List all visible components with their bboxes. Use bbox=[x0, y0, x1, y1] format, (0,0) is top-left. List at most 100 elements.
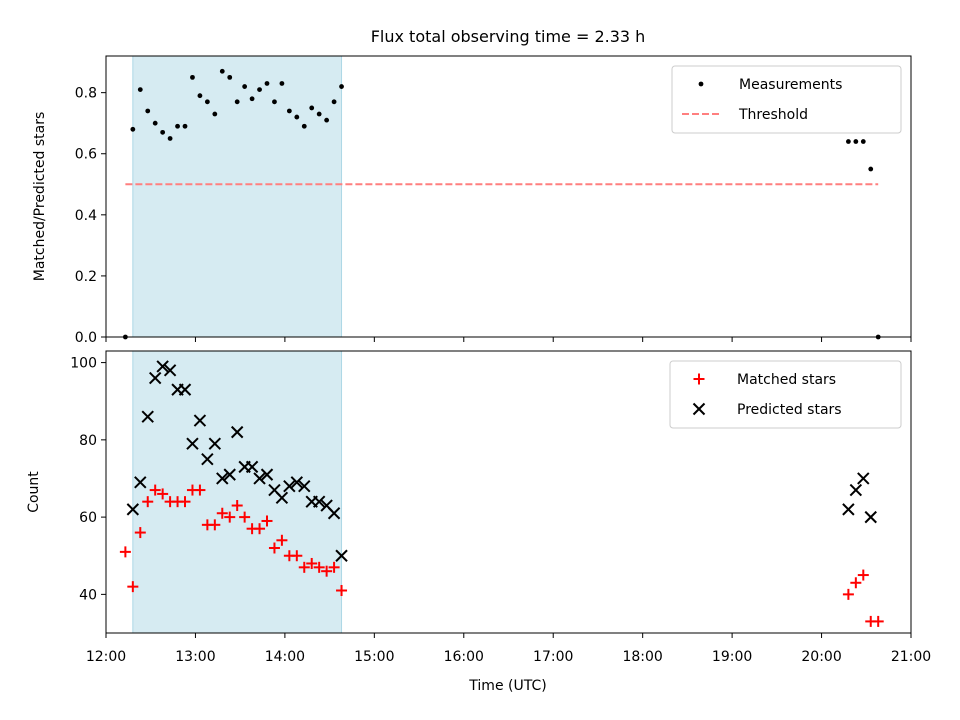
x-tick-label: 20:00 bbox=[801, 649, 841, 665]
matched-star-point bbox=[306, 557, 318, 569]
measurement-point bbox=[324, 117, 330, 123]
x-tick-label: 19:00 bbox=[712, 649, 752, 665]
matched-star-point bbox=[216, 507, 228, 519]
measurement-point bbox=[160, 129, 166, 135]
matched-star-point bbox=[872, 615, 884, 627]
figure-title: Flux total observing time = 2.33 h bbox=[371, 27, 646, 46]
measurement-point bbox=[853, 139, 859, 144]
measurement-point bbox=[137, 87, 143, 92]
measurement-point bbox=[197, 93, 203, 99]
measurement-point bbox=[286, 108, 292, 114]
y-tick-label: 80 bbox=[79, 433, 97, 449]
measurement-point bbox=[175, 123, 180, 129]
matched-star-point bbox=[231, 500, 243, 512]
x-tick-label: 14:00 bbox=[265, 649, 305, 665]
measurement-point bbox=[309, 105, 315, 111]
matched-star-point bbox=[194, 484, 206, 496]
measurement-point bbox=[234, 99, 240, 105]
measurement-point bbox=[339, 84, 344, 89]
matched-star-point bbox=[239, 511, 251, 523]
matched-star-point bbox=[127, 581, 139, 593]
measurement-point bbox=[130, 126, 136, 132]
legend-plus bbox=[693, 373, 705, 385]
predicted-star-point bbox=[216, 472, 229, 485]
predicted-star-point bbox=[283, 479, 296, 493]
measurement-point bbox=[279, 81, 285, 86]
predicted-star-point bbox=[275, 491, 289, 505]
bottom-y-axis-label: Count bbox=[26, 471, 42, 513]
matched-star-point bbox=[149, 484, 161, 496]
matched-star-point bbox=[298, 561, 310, 573]
bottom-y-ticks: 40 60 80 100 bbox=[70, 356, 106, 603]
matched-star-point bbox=[142, 496, 154, 508]
predicted-star-point bbox=[223, 468, 236, 481]
measurement-point bbox=[212, 111, 218, 117]
measurement-point bbox=[294, 114, 300, 120]
predicted-star-point bbox=[312, 495, 326, 508]
predicted-star-point bbox=[134, 476, 147, 489]
y-tick-label: 0.4 bbox=[75, 208, 97, 224]
matched-star-point bbox=[209, 519, 221, 531]
measurement-point bbox=[860, 139, 866, 144]
predicted-star-point bbox=[230, 425, 244, 439]
measurement-point bbox=[145, 108, 151, 114]
y-tick-label: 0.6 bbox=[75, 147, 97, 163]
x-tick-label: 12:00 bbox=[86, 649, 126, 665]
y-tick-label: 100 bbox=[70, 356, 97, 372]
top-y-ticks: 0.0 0.2 0.4 0.6 0.8 bbox=[75, 86, 106, 346]
predicted-star-point bbox=[126, 503, 140, 516]
top-legend: Measurements Threshold bbox=[671, 65, 902, 134]
predicted-star-point bbox=[186, 437, 199, 450]
predicted-star-point bbox=[253, 472, 266, 485]
predicted-star-point bbox=[849, 483, 863, 497]
measurement-point bbox=[219, 68, 225, 74]
bottom-panel: 40 60 80 100 12:00 13:00 14:00 15:00 16:00 17:00… bbox=[26, 350, 931, 694]
legend-measurements-marker bbox=[698, 81, 704, 87]
matched-star-point bbox=[134, 527, 146, 539]
bottom-shaded-span bbox=[132, 350, 343, 634]
legend-predicted-marker bbox=[692, 402, 706, 416]
predicted-star-point bbox=[327, 507, 341, 520]
measurement-point bbox=[264, 81, 270, 86]
y-tick-label: 60 bbox=[79, 510, 97, 526]
predicted-star-point bbox=[201, 452, 214, 466]
measurement-point bbox=[316, 111, 322, 117]
y-tick-label: 0.0 bbox=[75, 330, 97, 346]
legend-matched-label: Matched stars bbox=[737, 372, 836, 388]
legend-predicted-label: Predicted stars bbox=[737, 402, 842, 418]
bottom-axes-frame bbox=[105, 350, 912, 634]
predicted-star-point bbox=[245, 460, 259, 474]
x-tick-label: 15:00 bbox=[354, 649, 394, 665]
predicted-star-point bbox=[193, 414, 207, 427]
legend-matched-marker bbox=[693, 373, 705, 385]
x-tick-label: 13:00 bbox=[175, 649, 215, 665]
matched-star-point bbox=[291, 550, 303, 562]
predicted-star-point bbox=[842, 503, 855, 516]
predicted-star-point bbox=[298, 479, 311, 493]
top-axes-frame bbox=[105, 55, 912, 338]
x-axis-label: Time (UTC) bbox=[468, 678, 546, 694]
bottom-data-marks bbox=[119, 360, 884, 627]
y-tick-label: 0.2 bbox=[75, 269, 97, 285]
legend-threshold-label: Threshold bbox=[738, 107, 808, 123]
predicted-star-point bbox=[857, 472, 870, 485]
y-tick-label: 0.8 bbox=[75, 86, 97, 102]
measurement-point bbox=[182, 123, 188, 129]
top-y-axis-label: Matched/Predicted stars bbox=[32, 112, 48, 282]
measurement-point bbox=[227, 74, 233, 80]
predicted-star-point bbox=[260, 468, 274, 481]
bottom-x-ticks: 12:00 13:00 14:00 15:00 16:00 17:00 18:00 19:00… bbox=[86, 633, 931, 665]
measurement-point bbox=[845, 139, 851, 144]
measurement-point bbox=[190, 74, 195, 80]
matched-star-point bbox=[336, 585, 348, 597]
measurement-point bbox=[868, 166, 874, 172]
bottom-legend-box bbox=[669, 360, 902, 429]
measurement-point bbox=[272, 99, 277, 105]
top-shaded-span bbox=[132, 55, 343, 338]
matched-star-point bbox=[321, 565, 333, 577]
legend-measurements-label: Measurements bbox=[739, 77, 842, 93]
matched-star-point bbox=[254, 523, 266, 535]
matched-star-point bbox=[857, 569, 869, 581]
x-tick-label: 21:00 bbox=[891, 649, 931, 665]
